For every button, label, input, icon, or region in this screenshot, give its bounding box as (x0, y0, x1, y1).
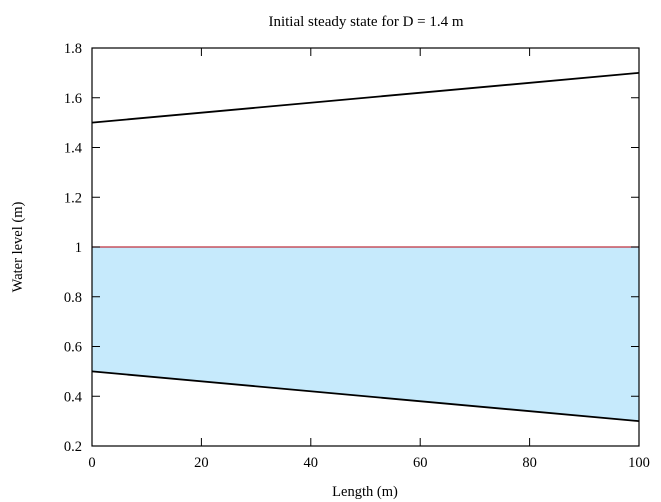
bed-line (91, 370, 640, 423)
top-line-line (91, 71, 640, 124)
y-tick-label: 0.6 (64, 340, 82, 356)
chart-title: Initial steady state for D = 1.4 m (268, 14, 463, 30)
x-axis-label: Length (m) (332, 484, 398, 500)
x-tick-label: 20 (194, 455, 209, 471)
water-fill-area (92, 247, 639, 422)
x-tick-label: 0 (88, 455, 95, 471)
y-tick-label: 1.6 (64, 91, 82, 107)
x-tick-label: 80 (522, 455, 537, 471)
y-tick-label: 1.2 (64, 190, 82, 206)
x-tick-label: 60 (413, 455, 428, 471)
y-tick-label: 1.4 (64, 141, 83, 157)
y-tick-label: 0.4 (64, 389, 83, 405)
y-tick-label: 0.8 (64, 290, 82, 306)
x-tick-label: 40 (304, 455, 319, 471)
y-axis-label: Water level (m) (10, 202, 26, 293)
y-tick-label: 0.2 (64, 439, 82, 455)
x-tick-label: 100 (628, 455, 650, 471)
y-tick-label: 1.8 (64, 41, 82, 57)
y-tick-label: 1 (75, 240, 82, 256)
